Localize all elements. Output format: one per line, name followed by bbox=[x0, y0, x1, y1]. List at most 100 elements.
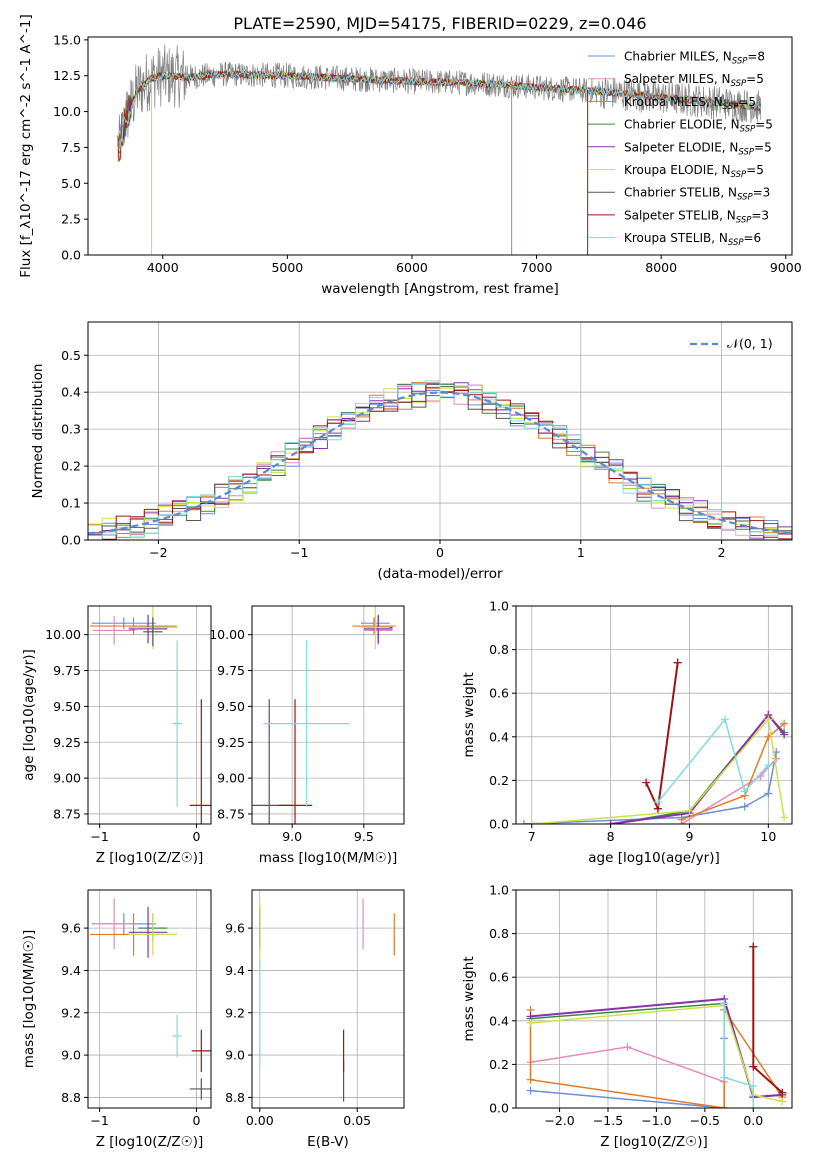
x-tick-label: 5000 bbox=[271, 260, 303, 275]
spectrum-y-axis-label: Flux [f_λ10^-17 erg cm^-2 s^-1 A^-1] bbox=[18, 14, 34, 277]
x-tick-label: 8 bbox=[607, 829, 615, 844]
massweight_vs_Z-plot-area bbox=[526, 942, 787, 1108]
x-tick-label: −1 bbox=[290, 545, 308, 560]
age_vs_Z-axes: −1 0 8.75 9.00 9.25 9.50 9.75 10.00 bbox=[45, 606, 211, 844]
x-tick-label: 0.00 bbox=[246, 1113, 274, 1128]
y-tick-label: 0.8 bbox=[489, 926, 509, 941]
legend-label-salpeter_stelib: Salpeter STELIB, NSSP=3 bbox=[624, 208, 769, 225]
y-tick-label: 0.6 bbox=[489, 970, 509, 985]
y-tick-label: 9.50 bbox=[217, 699, 245, 714]
y-tick-label: 0.2 bbox=[61, 459, 81, 474]
spectrum-legend: Chabrier MILES, NSSP=8 Salpeter MILES, NS… bbox=[588, 50, 773, 248]
age_vs_Z-plot-area bbox=[89, 606, 211, 824]
y-tick-label: 0.6 bbox=[489, 686, 509, 701]
massweight_vs_age-x-axis-label: age [log10(age/yr)] bbox=[588, 850, 720, 866]
age_vs_mass-x-axis-label: mass [log10(M/M☉)] bbox=[259, 850, 398, 866]
y-tick-label: 7.5 bbox=[61, 140, 81, 155]
residuals-plot-area bbox=[88, 380, 792, 540]
x-tick-label: −1 bbox=[90, 1113, 108, 1128]
y-tick-label: 9.75 bbox=[217, 663, 245, 678]
y-tick-label: 1.0 bbox=[489, 599, 509, 614]
x-tick-label: 6000 bbox=[396, 260, 428, 275]
y-tick-label: 0.4 bbox=[489, 729, 509, 744]
y-tick-label: 0.2 bbox=[489, 1057, 509, 1072]
age_vs_mass-axes: 9.0 9.5 8.75 9.00 9.25 9.50 9.75 10.00 bbox=[209, 606, 404, 844]
y-tick-label: 9.25 bbox=[217, 735, 245, 750]
y-tick-label: 5.0 bbox=[61, 176, 81, 191]
x-tick-label: 9.0 bbox=[282, 829, 302, 844]
legend-label-chabrier_stelib: Chabrier STELIB, NSSP=3 bbox=[624, 186, 770, 203]
y-tick-label: 2.5 bbox=[61, 212, 81, 227]
x-tick-label: −1 bbox=[90, 829, 108, 844]
y-tick-label: 0.0 bbox=[61, 533, 81, 548]
age_vs_mass-plot-area bbox=[252, 606, 396, 824]
normal-curve bbox=[88, 391, 792, 535]
series-line-kroupa_miles bbox=[529, 1007, 783, 1108]
histogram-kroupa_stelib bbox=[88, 380, 792, 540]
y-tick-label: 0.0 bbox=[61, 248, 81, 263]
series-line-kroupa_elodie bbox=[531, 717, 785, 824]
series-line-kroupa_miles bbox=[681, 723, 785, 821]
y-tick-label: 0.1 bbox=[61, 496, 81, 511]
legend-label-chabrier_miles: Chabrier MILES, NSSP=8 bbox=[624, 50, 765, 67]
x-tick-label: 0 bbox=[436, 545, 444, 560]
mass_vs_ebv-plot-area bbox=[259, 898, 395, 1102]
massweight_vs_Z-x-axis-label: Z [log10(Z/Z☉)] bbox=[600, 1134, 708, 1150]
massweight_vs_Z-y-axis-label: mass weight bbox=[461, 956, 477, 1041]
y-tick-label: 8.75 bbox=[217, 806, 245, 821]
y-tick-label: 0.8 bbox=[489, 642, 509, 657]
y-tick-label: 9.00 bbox=[217, 771, 245, 786]
spectrum-axes: 4000 5000 6000 7000 8000 9000 0.0 2.5 5.0 7.5 10.0… bbox=[53, 32, 802, 275]
y-tick-label: 0.4 bbox=[489, 1013, 509, 1028]
y-tick-label: 9.6 bbox=[225, 921, 245, 936]
legend-label-chabrier_elodie: Chabrier ELODIE, NSSP=5 bbox=[624, 118, 773, 135]
residuals-x-axis-label: (data-model)/error bbox=[377, 566, 503, 582]
y-tick-label: 10.00 bbox=[45, 627, 81, 642]
y-tick-label: 9.4 bbox=[225, 963, 245, 978]
legend-label-salpeter_miles: Salpeter MILES, NSSP=5 bbox=[624, 72, 764, 89]
massweight_vs_age-frame bbox=[515, 605, 793, 825]
y-tick-label: 8.75 bbox=[53, 806, 81, 821]
panels: 4000 5000 6000 7000 8000 90000.02.55.07.510.0… bbox=[18, 14, 802, 1150]
figure-title: PLATE=2590, MJD=54175, FIBERID=0229, z=0… bbox=[233, 14, 646, 33]
y-tick-label: 9.0 bbox=[61, 1048, 81, 1063]
legend-label-salpeter_elodie: Salpeter ELODIE, NSSP=5 bbox=[624, 140, 772, 157]
mass_vs_Z-y-axis-label: mass [log10(M/M☉)] bbox=[21, 930, 37, 1069]
y-tick-label: 9.00 bbox=[53, 771, 81, 786]
legend-label-normal: 𝒩(0, 1) bbox=[727, 336, 773, 351]
age_vs_Z-frame bbox=[87, 605, 212, 825]
y-tick-label: 9.50 bbox=[53, 699, 81, 714]
y-tick-label: 9.2 bbox=[225, 1005, 245, 1020]
y-tick-label: 9.75 bbox=[53, 663, 81, 678]
residuals-y-axis-label: Normed distribution bbox=[30, 364, 46, 499]
mass_vs_Z-axes: −1 0 8.8 9.0 9.2 9.4 9.6 bbox=[61, 890, 211, 1128]
x-tick-label: 7 bbox=[528, 829, 536, 844]
y-tick-label: 0.4 bbox=[61, 385, 81, 400]
y-tick-label: 9.2 bbox=[61, 1005, 81, 1020]
y-tick-label: 0.3 bbox=[61, 422, 81, 437]
spectrum-plot-area bbox=[117, 44, 762, 255]
spectrum-x-axis-label: wavelength [Angstrom, rest frame] bbox=[321, 281, 559, 297]
mass_vs_Z-frame bbox=[87, 889, 212, 1109]
y-tick-label: 9.6 bbox=[61, 921, 81, 936]
model-line-kroupa_stelib bbox=[117, 70, 762, 152]
y-tick-label: 1.0 bbox=[489, 883, 509, 898]
series-line-kroupa_stelib bbox=[657, 717, 769, 803]
age_vs_mass-frame bbox=[251, 605, 405, 825]
x-tick-label: 0 bbox=[192, 829, 200, 844]
y-tick-label: 9.25 bbox=[53, 735, 81, 750]
x-tick-label: 0.05 bbox=[343, 1113, 371, 1128]
x-tick-label: 0 bbox=[192, 1113, 200, 1128]
legend-label-kroupa_miles: Kroupa MILES, NSSP=5 bbox=[624, 95, 756, 112]
mass_vs_ebv-axes: 0.00 0.05 8.8 9.0 9.2 9.4 9.6 bbox=[225, 890, 404, 1128]
x-tick-label: 8000 bbox=[645, 260, 677, 275]
y-tick-label: 8.8 bbox=[225, 1090, 245, 1105]
y-tick-label: 8.8 bbox=[61, 1090, 81, 1105]
x-tick-label: 7000 bbox=[521, 260, 553, 275]
x-tick-label: 2 bbox=[718, 545, 726, 560]
x-tick-label: −1.5 bbox=[593, 1113, 623, 1128]
x-tick-label: −2 bbox=[149, 545, 167, 560]
data-spectrum-line bbox=[117, 44, 762, 161]
x-tick-label: 9000 bbox=[770, 260, 802, 275]
